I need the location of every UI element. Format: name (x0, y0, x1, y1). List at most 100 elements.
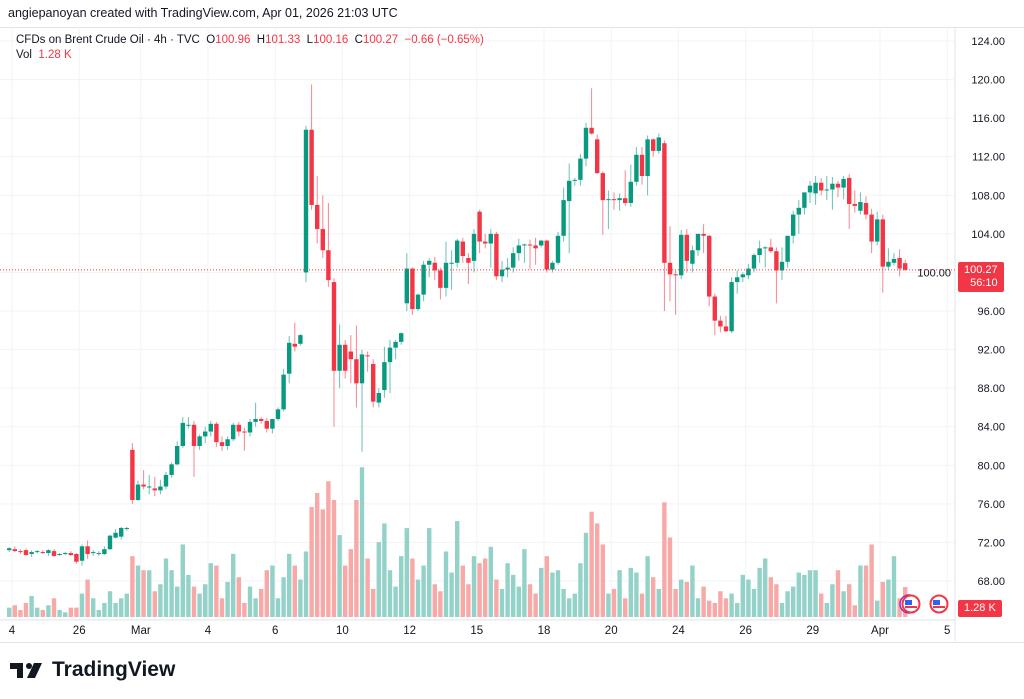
candle-body (107, 535, 113, 550)
candle-body (494, 233, 499, 277)
candle-body (432, 262, 437, 271)
volume-bar (74, 607, 79, 617)
candle-body (891, 258, 897, 263)
candle-body (774, 251, 779, 271)
candle-body (813, 182, 818, 194)
volume-bar (667, 537, 673, 617)
volume-bar (729, 593, 734, 617)
candle-body (320, 229, 325, 251)
candle-body (141, 484, 146, 487)
volume-bar (735, 602, 740, 617)
candle-body (785, 235, 790, 262)
volume-bar (863, 565, 869, 617)
x-tick-label: 12 (403, 625, 416, 637)
candle-body (410, 268, 415, 310)
candle-body (387, 347, 393, 363)
y-tick-label: 80.00 (977, 460, 1005, 472)
candle-body (662, 143, 667, 263)
volume-bar (214, 565, 219, 617)
candle-body (7, 548, 12, 551)
candle-body (847, 177, 852, 204)
volume-bar (287, 553, 292, 617)
candle-body (281, 374, 286, 410)
volume-value: 1.28 K (38, 49, 72, 61)
volume-bar (471, 556, 477, 617)
volume-bar (438, 591, 443, 617)
candle-body (634, 154, 639, 182)
y-tick-label: 100.00 (917, 267, 951, 279)
volume-bar (583, 532, 589, 617)
volume-bar (68, 607, 73, 617)
volume-bar (578, 563, 583, 617)
candle-body (718, 320, 723, 327)
candle-body (399, 333, 404, 342)
volume-label: Vol (16, 49, 32, 61)
volume-bar (415, 579, 421, 617)
volume-bar (561, 588, 566, 617)
candle-body (247, 421, 253, 433)
candle-body (858, 202, 863, 211)
candle-body (483, 241, 488, 244)
volume-bar (175, 586, 180, 617)
candle-body (695, 233, 701, 251)
volume-bar (281, 577, 286, 617)
candle-body (600, 173, 605, 201)
volume-bar (533, 593, 538, 617)
candle-body (18, 551, 23, 553)
candle-body (460, 241, 465, 257)
candle-body (443, 262, 449, 288)
volume-bar (835, 570, 841, 617)
volume-bar (63, 612, 68, 617)
volume-bar (85, 579, 90, 617)
volume-bar (606, 593, 611, 617)
y-tick-label: 112.00 (972, 152, 1005, 164)
candle-body (527, 244, 533, 246)
candle-body (684, 234, 689, 261)
candle-body (830, 183, 835, 190)
tradingview-logo[interactable]: TradingView (10, 658, 175, 682)
x-tick-label: Apr (871, 625, 889, 637)
candle-body (203, 431, 208, 437)
candle-body (802, 192, 807, 208)
volume-bar (102, 602, 107, 617)
candle-body (40, 552, 45, 554)
candle-body (91, 552, 96, 554)
volume-bar (180, 544, 185, 617)
volume-bar (18, 609, 23, 617)
y-tick-label: 108.00 (971, 190, 1005, 202)
candle-body (903, 263, 908, 270)
volume-bar (449, 572, 454, 617)
candle-body (763, 247, 768, 249)
candle-body (455, 240, 460, 263)
us-flag-icon[interactable] (929, 594, 949, 614)
volume-bar (410, 558, 415, 617)
time-axis[interactable]: 4 26 Mar 4 6 10 12 15 18 20 24 26 29 Apr 5 (9, 625, 951, 637)
volume-bar (152, 591, 157, 617)
volume-bar (29, 595, 34, 617)
candle-body (287, 342, 292, 374)
x-tick-label: 20 (605, 625, 618, 637)
candle-body (539, 240, 544, 246)
candle-body (589, 127, 594, 134)
us-flag-icon[interactable] (899, 594, 921, 614)
candle-body (701, 233, 706, 236)
candle-body (578, 158, 583, 180)
candle-body (712, 296, 717, 321)
candle-body (12, 549, 17, 552)
candle-body (466, 257, 471, 263)
price-axis[interactable]: 124.00 120.00 116.00 112.00 108.00 104.00 100.… (917, 36, 1005, 588)
volume-bar (427, 528, 432, 617)
logo-text: TradingView (52, 658, 176, 681)
candle-body (779, 261, 785, 271)
volume-bar (399, 556, 404, 617)
volume-bar (589, 511, 594, 617)
volume-bar (516, 586, 521, 617)
volume-bar (79, 593, 85, 617)
last-price-value: 100.27 (964, 264, 998, 276)
volume-bar (421, 565, 426, 617)
candle-body (214, 423, 219, 443)
candle-body (79, 546, 85, 561)
volume-bar (96, 609, 101, 617)
candle-body (371, 364, 376, 402)
